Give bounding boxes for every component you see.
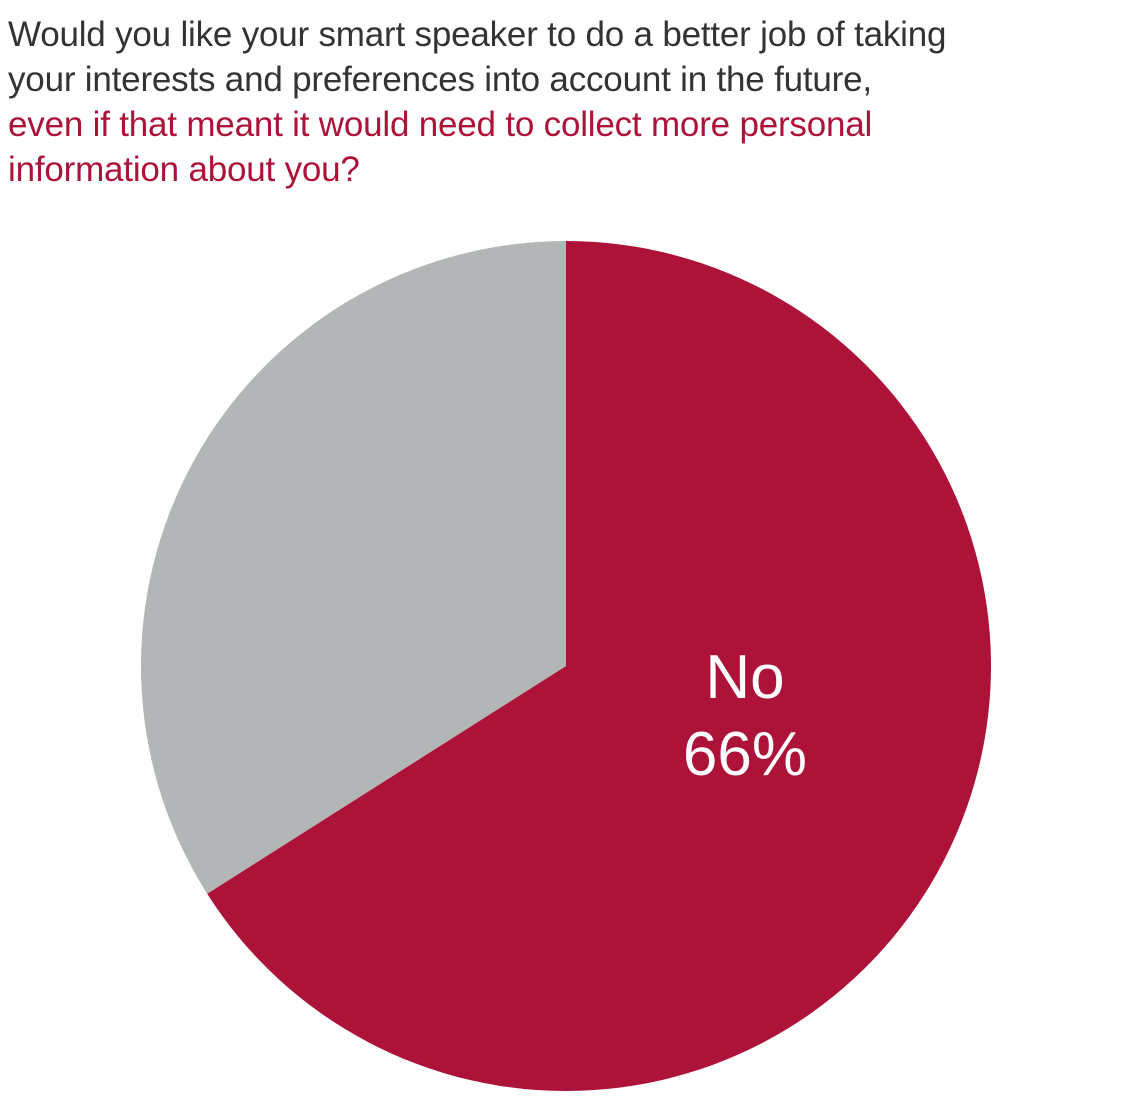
pie-slices xyxy=(141,241,991,1091)
slice-label: No xyxy=(705,643,784,712)
pie-labels: No 66% xyxy=(683,643,807,789)
chart-title: Would you like your smart speaker to do … xyxy=(8,12,1118,192)
slice-value-label: 66% xyxy=(683,720,807,789)
title-line: Would you like your smart speaker to do … xyxy=(8,15,947,54)
title-highlight-line: information about you? xyxy=(8,150,360,189)
pie-slice-no xyxy=(207,241,991,1091)
title-line: your interests and preferences into acco… xyxy=(8,60,872,99)
title-highlight-line: even if that meant it would need to coll… xyxy=(8,105,873,144)
pie-slice-other-1 xyxy=(141,241,566,894)
